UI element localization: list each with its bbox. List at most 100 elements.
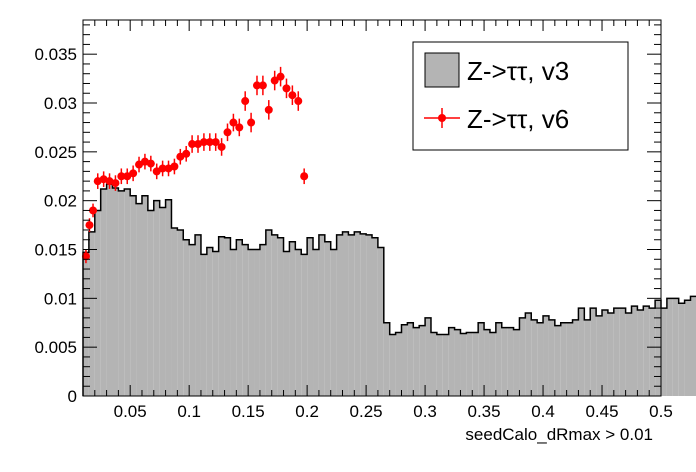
data-point bbox=[241, 97, 250, 106]
histogram-bar bbox=[537, 322, 544, 396]
y-tick-label: 0.025 bbox=[34, 143, 77, 162]
data-point bbox=[188, 140, 197, 149]
histogram-bar bbox=[507, 327, 514, 396]
histogram-bar bbox=[548, 319, 555, 396]
data-point bbox=[223, 128, 232, 137]
data-point bbox=[270, 76, 279, 85]
histogram-bar bbox=[578, 308, 585, 396]
data-point bbox=[264, 105, 273, 114]
histogram-bar bbox=[171, 228, 178, 396]
histogram-bar bbox=[301, 254, 308, 396]
histogram-bar bbox=[254, 249, 260, 396]
histogram-bar bbox=[212, 251, 219, 396]
legend-hist-swatch bbox=[424, 52, 460, 88]
histogram-bar bbox=[383, 322, 390, 396]
data-point bbox=[117, 172, 126, 181]
x-tick-label: 0.25 bbox=[350, 402, 383, 421]
histogram-bar bbox=[313, 249, 319, 396]
histogram-outline bbox=[82, 183, 696, 396]
legend-points-marker bbox=[438, 114, 446, 122]
histogram-bar bbox=[106, 184, 113, 396]
y-tick-label: 0.035 bbox=[34, 45, 77, 64]
ticks-layer: 0 0.005 0.01 0.015 0.02 0.025 0.03 0.035 0.05 0.1… bbox=[34, 20, 673, 421]
y-tick-label: 0.015 bbox=[34, 241, 77, 260]
histogram-bar bbox=[401, 324, 408, 396]
data-point bbox=[89, 206, 98, 215]
histogram-bar bbox=[572, 319, 579, 396]
legend: Z->ττ, v3 Z->ττ, v6 bbox=[412, 41, 629, 151]
histogram-bar bbox=[666, 298, 673, 396]
histogram-bar bbox=[248, 249, 255, 396]
histogram-bar bbox=[324, 241, 331, 396]
histogram-bar bbox=[141, 195, 148, 396]
histogram-bar bbox=[554, 325, 561, 396]
histogram-bar bbox=[242, 244, 249, 396]
histogram-bar bbox=[543, 315, 549, 396]
data-point bbox=[294, 97, 303, 106]
histogram-bar bbox=[413, 327, 420, 396]
plot-frame bbox=[82, 19, 662, 397]
data-point bbox=[288, 91, 297, 100]
histogram-bar bbox=[200, 254, 207, 396]
histogram-bar bbox=[289, 241, 296, 396]
histogram-bar bbox=[613, 308, 620, 396]
y-tick-label: 0.01 bbox=[44, 289, 77, 308]
x-tick-label: 0.35 bbox=[468, 402, 501, 421]
histogram-bar bbox=[625, 312, 632, 396]
data-point bbox=[182, 149, 191, 158]
histogram-bar bbox=[218, 236, 225, 396]
histogram-bar bbox=[560, 322, 567, 396]
histogram-bar bbox=[183, 239, 190, 396]
histogram-bar bbox=[442, 334, 449, 396]
data-point bbox=[129, 169, 138, 178]
histogram-bar bbox=[672, 298, 679, 396]
histogram-bar bbox=[377, 247, 384, 396]
x-tick-label: 0.15 bbox=[232, 402, 265, 421]
histogram-bar bbox=[177, 229, 184, 396]
histogram-bar bbox=[448, 327, 455, 396]
histogram-bar bbox=[495, 322, 502, 396]
histogram-bar bbox=[136, 203, 142, 396]
histogram-bar bbox=[389, 334, 396, 396]
y-tick-label: 0 bbox=[68, 387, 77, 406]
x-tick-label: 0.1 bbox=[177, 402, 201, 421]
histogram-bar bbox=[566, 322, 573, 396]
histogram-bar bbox=[195, 234, 201, 396]
histogram-bar bbox=[649, 308, 656, 396]
histogram-bar bbox=[460, 333, 467, 396]
histogram-bar bbox=[366, 234, 372, 396]
data-point bbox=[111, 179, 120, 188]
histogram-bar bbox=[637, 310, 644, 396]
data-point bbox=[252, 81, 261, 90]
data-point bbox=[176, 152, 185, 161]
histogram-bar bbox=[236, 239, 243, 396]
histogram-bar bbox=[419, 325, 426, 396]
histogram-bar bbox=[330, 249, 337, 396]
histogram-bar bbox=[224, 237, 231, 396]
x-tick-label: 0.2 bbox=[295, 402, 319, 421]
histogram-bar bbox=[513, 329, 520, 396]
data-point bbox=[170, 162, 179, 171]
histogram-bar bbox=[295, 249, 302, 396]
data-point bbox=[217, 142, 226, 151]
data-point bbox=[205, 138, 214, 147]
histogram-bar bbox=[318, 234, 325, 396]
histogram-bar bbox=[607, 312, 614, 396]
data-point bbox=[300, 172, 309, 181]
x-tick-label: 0.3 bbox=[413, 402, 437, 421]
data-point bbox=[282, 84, 291, 93]
data-point bbox=[247, 118, 256, 127]
histogram-bar bbox=[407, 322, 414, 396]
histogram-bar bbox=[360, 233, 367, 396]
histogram-bar bbox=[484, 329, 490, 396]
histogram-bar bbox=[336, 234, 343, 396]
data-point bbox=[211, 138, 220, 147]
histogram-bar bbox=[354, 231, 361, 396]
data-point bbox=[235, 123, 244, 132]
histogram-bar bbox=[643, 306, 650, 396]
histogram-bar bbox=[307, 237, 314, 396]
histogram-bar bbox=[602, 310, 608, 396]
histogram-bar bbox=[147, 210, 154, 396]
histogram-bar bbox=[259, 244, 266, 396]
